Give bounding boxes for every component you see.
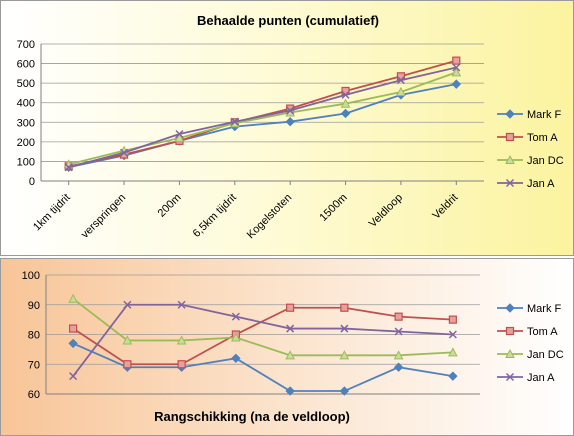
cumulative-y-tick-label: 300 [17, 117, 35, 129]
cumulative-x-tick-label: 1500m [317, 192, 349, 224]
cumulative-legend-label-jan-dc: Jan DC [527, 155, 564, 167]
cumulative-data-point-jan-dc [396, 86, 406, 96]
ranking-data-point-mark-f [285, 386, 295, 396]
cumulative-data-point-jan-dc [340, 98, 351, 108]
ranking-legend-label-jan-dc: Jan DC [527, 349, 564, 361]
ranking-data-point-mark-f [339, 386, 350, 396]
ranking-data-point-jan-dc [122, 335, 133, 345]
cumulative-data-point-jan-dc [174, 132, 185, 142]
cumulative-legend-marker-jan-dc [505, 154, 515, 164]
cumulative-x-tick-label: Veldrit [430, 192, 460, 222]
chart-title-cumulative: Behaalde punten (cumulatief) [197, 13, 379, 28]
ranking-data-point-jan-dc [68, 293, 78, 303]
ranking-legend-label-tom-a: Tom A [527, 326, 558, 338]
cumulative-data-point-mark-f [340, 108, 351, 119]
ranking-y-tick-label: 90 [28, 300, 40, 312]
ranking-data-point-jan-a [340, 324, 349, 333]
cumulative-legend-marker-jan-a [505, 178, 515, 188]
ranking-plot: 60 70 80 90 100 Mark F Tom A Jan DC Jan A [22, 270, 564, 401]
ranking-data-point-tom-a [394, 312, 403, 321]
ranking-legend-marker-tom-a [505, 326, 515, 336]
ranking-data-point-jan-a [69, 372, 78, 381]
cumulative-y-tick-label: 200 [17, 137, 35, 149]
cumulative-y-tick-label: 600 [17, 59, 35, 71]
ranking-y-tick-label: 60 [28, 389, 40, 401]
cumulative-x-tick-label: verspringen [79, 192, 128, 241]
cumulative-data-point-jan-a [286, 106, 295, 115]
cumulative-legend-marker-tom-a [505, 132, 515, 142]
ranking-legend-marker-jan-dc [505, 348, 515, 358]
ranking-data-point-mark-f [231, 353, 241, 364]
cumulative-points-chart-panel: Behaalde punten (cumulatief) 0 100 200 300 4… [0, 0, 574, 256]
ranking-data-point-jan-a [123, 300, 132, 309]
ranking-data-point-jan-dc [448, 347, 458, 357]
ranking-legend-marker-mark-f [505, 303, 515, 313]
ranking-data-point-jan-a [448, 330, 457, 339]
ranking-series-line-jan-dc [72, 298, 453, 357]
cumulative-legend-label-mark-f: Mark F [527, 109, 562, 121]
cumulative-x-tick-label: Kogelstoten [245, 192, 295, 242]
chart-title-ranking: Rangschikking (na de veldloop) [154, 409, 350, 424]
ranking-data-point-mark-f [393, 362, 404, 372]
cumulative-points-chart: Behaalde punten (cumulatief) 0 100 200 300 4… [17, 13, 564, 241]
cumulative-data-point-jan-a [175, 129, 184, 139]
ranking-data-point-mark-f [68, 338, 78, 349]
ranking-data-point-jan-dc [393, 350, 404, 360]
cumulative-plot: 0 100 200 300 400 500 600 700 1km tijdrit verspri… [17, 39, 564, 241]
cumulative-data-point-mark-f [285, 116, 295, 127]
ranking-legend-marker-jan-a [505, 372, 515, 382]
ranking-series-line-tom-a [72, 306, 453, 366]
cumulative-x-tick-label: 6,5km tijdrit [191, 192, 239, 240]
cumulative-data-point-jan-dc [451, 67, 462, 77]
cumulative-legend-label-tom-a: Tom A [527, 132, 558, 144]
ranking-chart-panel: Rangschikking (na de veldloop) 60 70 80 90 1… [0, 258, 574, 436]
cumulative-data-point-jan-a [452, 63, 461, 72]
cumulative-y-tick-label: 700 [17, 39, 35, 51]
ranking-data-point-tom-a [340, 303, 349, 312]
cumulative-data-point-tom-a [452, 56, 461, 65]
cumulative-data-point-jan-a [120, 148, 129, 157]
ranking-data-point-jan-dc [176, 335, 187, 345]
ranking-data-point-jan-a [177, 300, 186, 309]
cumulative-y-tick-label: 500 [17, 78, 35, 90]
cumulative-x-tick-label: Veldloop [367, 192, 405, 230]
cumulative-legend-marker-mark-f [505, 109, 515, 119]
cumulative-series-line-jan-a [68, 66, 457, 169]
cumulative-y-tick-label: 100 [17, 156, 35, 168]
ranking-data-point-tom-a [69, 324, 78, 333]
ranking-data-point-jan-dc [339, 350, 350, 360]
ranking-data-point-jan-a [286, 324, 295, 333]
cumulative-x-tick-label: 1km tijdrit [31, 192, 73, 234]
cumulative-data-point-mark-f [451, 79, 462, 89]
ranking-data-point-jan-dc [285, 350, 295, 360]
cumulative-data-point-jan-a [230, 117, 239, 126]
ranking-data-point-jan-a [394, 327, 403, 336]
ranking-legend-label-jan-a: Jan A [527, 372, 555, 384]
ranking-legend-label-mark-f: Mark F [527, 303, 562, 315]
ranking-y-tick-label: 100 [22, 270, 40, 282]
ranking-y-tick-label: 70 [28, 359, 40, 371]
cumulative-data-point-jan-a [341, 90, 350, 99]
ranking-y-tick-label: 80 [28, 330, 40, 342]
ranking-data-point-jan-dc [231, 332, 241, 342]
ranking-data-point-jan-a [231, 312, 240, 321]
cumulative-x-tick-label: 200m [156, 192, 184, 220]
ranking-data-point-tom-a [286, 303, 295, 312]
cumulative-series-line-jan-dc [68, 71, 457, 166]
cumulative-data-point-jan-a [396, 76, 405, 85]
cumulative-y-tick-label: 400 [17, 98, 35, 110]
ranking-data-point-tom-a [448, 315, 457, 324]
ranking-data-point-tom-a [177, 360, 186, 369]
ranking-data-point-mark-f [448, 371, 458, 381]
cumulative-data-point-jan-a [64, 163, 73, 172]
cumulative-y-tick-label: 0 [29, 176, 35, 188]
ranking-series-line-jan-a [72, 303, 453, 377]
ranking-data-point-tom-a [123, 360, 132, 369]
ranking-chart: Rangschikking (na de veldloop) 60 70 80 90 1… [22, 270, 564, 424]
cumulative-legend-label-jan-a: Jan A [527, 178, 555, 190]
ranking-series-line-mark-f [72, 342, 454, 392]
